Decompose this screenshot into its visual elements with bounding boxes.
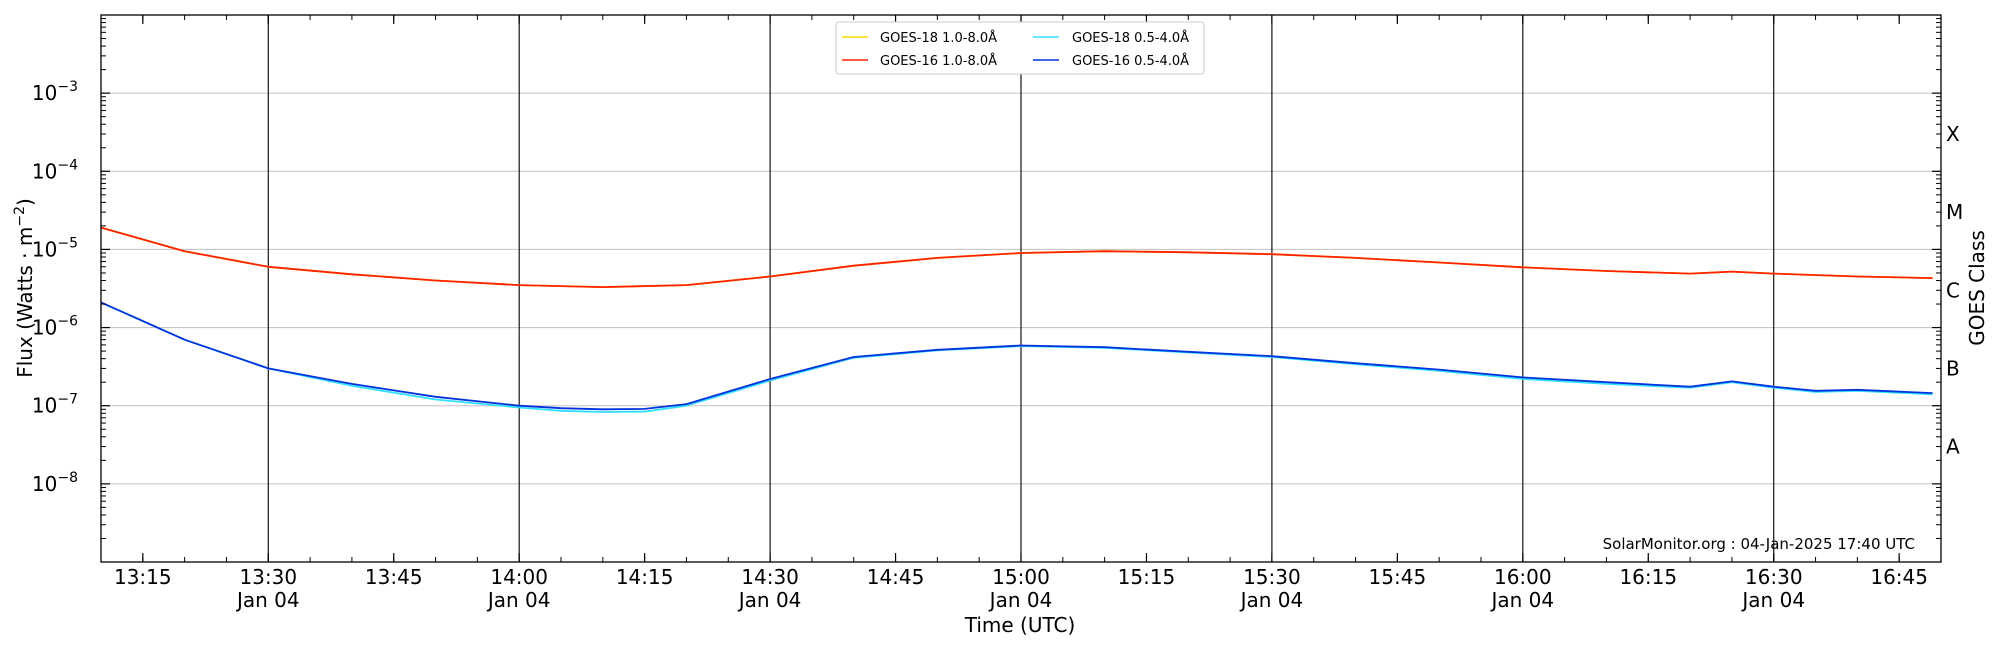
x-tick-date-label: Jan 04 (1239, 588, 1304, 612)
x-tick-label: 16:30 (1745, 565, 1803, 589)
y-tick-label-exponent: −5 (57, 235, 78, 251)
x-tick-date-label: Jan 04 (737, 588, 802, 612)
legend-label-goes16-long: GOES-16 1.0-8.0Å (880, 53, 997, 69)
x-axis-label: Time (UTC) (964, 613, 1076, 637)
y-tick-label-mantissa: 10 (32, 316, 57, 340)
goes-class-label: X (1946, 122, 1960, 146)
y-tick-label-mantissa: 10 (32, 237, 57, 261)
y-axis-label-main: Flux (Watts · m (13, 227, 37, 378)
y-tick-label: 10−3 (32, 79, 78, 105)
goes-class-label: C (1946, 278, 1960, 302)
legend-box (835, 21, 1205, 75)
x-tick-label: 15:30 (1243, 565, 1301, 589)
x-tick-label: 15:45 (1369, 565, 1427, 589)
legend-label-goes16-short: GOES-16 0.5-4.0Å (1072, 53, 1189, 69)
x-tick-label: 13:30 (239, 565, 297, 589)
goes-class-axis-label: GOES Class (1965, 230, 1989, 346)
x-tick-label: 13:45 (365, 565, 423, 589)
y-axis-label: Flux (Watts · m−2) (12, 198, 37, 378)
ticks (100, 15, 1942, 562)
x-tick-label: 14:00 (490, 565, 548, 589)
y-tick-label: 10−5 (32, 235, 78, 261)
y-tick-label-mantissa: 10 (32, 81, 57, 105)
x-tick-label: 15:00 (992, 565, 1050, 589)
y-tick-label-mantissa: 10 (32, 472, 57, 496)
y-tick-label-exponent: −7 (57, 392, 78, 408)
y-tick-label: 10−6 (32, 314, 78, 340)
series-goes16-short (100, 301, 1933, 411)
legend: GOES-18 1.0-8.0Å GOES-16 1.0-8.0Å GOES-1… (835, 21, 1205, 75)
vertical-lines (267, 15, 1775, 562)
series-layer (100, 226, 1933, 413)
goes-class-label: M (1946, 200, 1963, 224)
x-tick-date-label: Jan 04 (1740, 588, 1805, 612)
x-tick-label: 14:45 (867, 565, 925, 589)
x-tick-label: 14:30 (741, 565, 799, 589)
legend-label-goes18-long: GOES-18 1.0-8.0Å (880, 30, 997, 46)
goes-class-label: B (1946, 356, 1960, 380)
x-tick-label: 16:00 (1494, 565, 1552, 589)
x-tick-date-label: Jan 04 (235, 588, 300, 612)
y-tick-label-exponent: −6 (57, 314, 78, 330)
y-axis-label-end: ) (13, 198, 37, 206)
x-tick-date-label: Jan 04 (988, 588, 1053, 612)
y-tick-label: 10−4 (32, 157, 78, 183)
x-tick-label: 16:45 (1870, 565, 1928, 589)
x-tick-label: 14:15 (616, 565, 674, 589)
x-tick-label: 15:15 (1118, 565, 1176, 589)
x-tick-date-label: Jan 04 (486, 588, 551, 612)
y-tick-label: 10−7 (32, 392, 78, 418)
y-tick-label: 10−8 (32, 470, 78, 496)
x-tick-label: 13:15 (114, 565, 172, 589)
solarmonitor-annotation: SolarMonitor.org : 04-Jan-2025 17:40 UTC (1603, 535, 1915, 553)
series-goes16-long (100, 226, 1933, 289)
y-tick-label-exponent: −4 (57, 157, 78, 173)
x-tick-label: 16:15 (1619, 565, 1677, 589)
y-axis-label-sup: −2 (12, 206, 28, 227)
goes-class-label: A (1946, 435, 1960, 459)
y-tick-label-exponent: −3 (57, 79, 78, 95)
y-tick-label-mantissa: 10 (32, 159, 57, 183)
x-tick-date-label: Jan 04 (1489, 588, 1554, 612)
legend-label-goes18-short: GOES-18 0.5-4.0Å (1072, 30, 1189, 46)
y-tick-label-mantissa: 10 (32, 394, 57, 418)
series-goes18-long (100, 226, 1933, 289)
series-goes18-short (100, 301, 1933, 413)
y-tick-label-exponent: −8 (57, 470, 78, 486)
